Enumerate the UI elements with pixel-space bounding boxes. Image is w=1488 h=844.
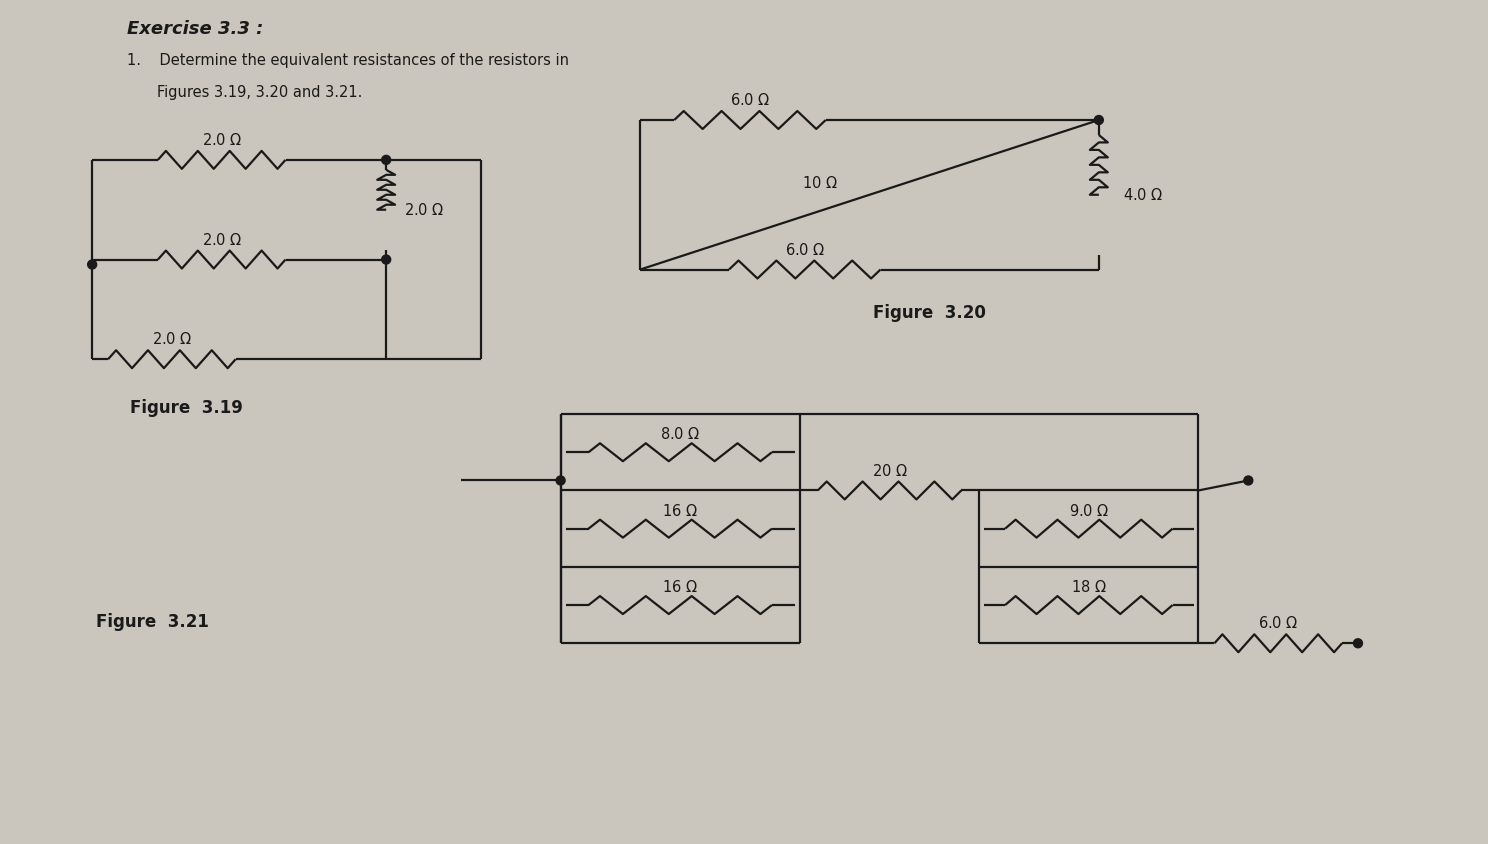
Text: 16 $\Omega$: 16 $\Omega$	[662, 579, 698, 595]
Text: Figure  3.20: Figure 3.20	[873, 305, 987, 322]
Circle shape	[1244, 476, 1253, 485]
Text: Figure  3.21: Figure 3.21	[95, 614, 208, 631]
Text: 2.0 $\Omega$: 2.0 $\Omega$	[201, 231, 243, 247]
Text: 6.0 $\Omega$: 6.0 $\Omega$	[729, 92, 771, 108]
Circle shape	[1094, 116, 1103, 124]
Circle shape	[382, 155, 391, 165]
Text: 2.0 $\Omega$: 2.0 $\Omega$	[152, 332, 192, 347]
Circle shape	[382, 255, 391, 264]
Circle shape	[88, 260, 97, 269]
Text: Figures 3.19, 3.20 and 3.21.: Figures 3.19, 3.20 and 3.21.	[156, 85, 362, 100]
Text: 8.0 $\Omega$: 8.0 $\Omega$	[661, 426, 701, 442]
Text: 2.0 $\Omega$: 2.0 $\Omega$	[201, 132, 243, 148]
Text: 6.0 $\Omega$: 6.0 $\Omega$	[1257, 615, 1299, 631]
Text: 9.0 $\Omega$: 9.0 $\Omega$	[1068, 503, 1109, 519]
Text: 2.0 $\Omega$: 2.0 $\Omega$	[403, 202, 445, 218]
Text: 6.0 $\Omega$: 6.0 $\Omega$	[784, 241, 824, 257]
Text: 16 $\Omega$: 16 $\Omega$	[662, 503, 698, 519]
Circle shape	[557, 476, 565, 485]
Text: Exercise 3.3 :: Exercise 3.3 :	[126, 20, 263, 38]
Text: 18 $\Omega$: 18 $\Omega$	[1071, 579, 1107, 595]
Text: 20 $\Omega$: 20 $\Omega$	[872, 463, 908, 479]
Text: 10 $\Omega$: 10 $\Omega$	[802, 175, 838, 191]
Text: 1.    Determine the equivalent resistances of the resistors in: 1. Determine the equivalent resistances …	[126, 53, 568, 68]
Text: 4.0 $\Omega$: 4.0 $\Omega$	[1123, 187, 1164, 203]
Circle shape	[1354, 639, 1363, 647]
Text: Figure  3.19: Figure 3.19	[131, 399, 243, 417]
